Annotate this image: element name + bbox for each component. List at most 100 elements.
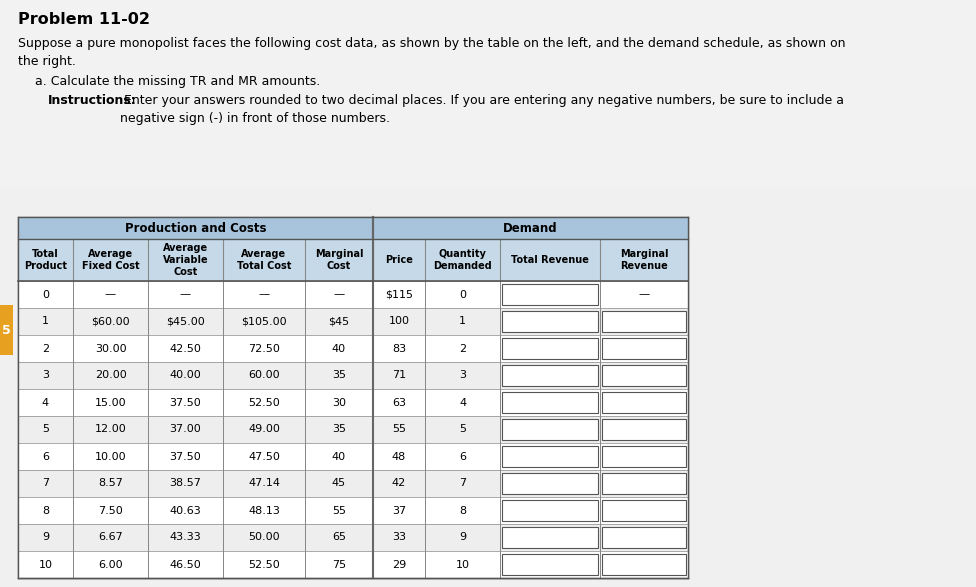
- Bar: [502, 284, 598, 305]
- Text: 4: 4: [42, 397, 49, 407]
- Bar: [502, 365, 598, 386]
- Text: 63: 63: [392, 397, 406, 407]
- Bar: [18, 362, 688, 389]
- Text: 83: 83: [392, 343, 406, 353]
- Text: —: —: [638, 289, 650, 299]
- Bar: [602, 392, 686, 413]
- Text: 71: 71: [392, 370, 406, 380]
- Text: 3: 3: [42, 370, 49, 380]
- Text: 47.14: 47.14: [248, 478, 280, 488]
- Text: $60.00: $60.00: [91, 316, 130, 326]
- Text: $45: $45: [329, 316, 349, 326]
- Text: 1: 1: [42, 316, 49, 326]
- Text: 50.00: 50.00: [248, 532, 280, 542]
- Text: Price: Price: [386, 255, 413, 265]
- Text: 9: 9: [42, 532, 49, 542]
- Bar: [602, 473, 686, 494]
- Text: Production and Costs: Production and Costs: [125, 221, 266, 234]
- Text: Problem 11-02: Problem 11-02: [18, 12, 150, 27]
- Text: 6.67: 6.67: [99, 532, 123, 542]
- Text: 43.33: 43.33: [170, 532, 201, 542]
- Bar: [0, 0, 976, 187]
- Text: 40.63: 40.63: [170, 505, 201, 515]
- Text: 8: 8: [459, 505, 467, 515]
- Bar: [18, 217, 688, 578]
- Bar: [602, 365, 686, 386]
- Text: 47.50: 47.50: [248, 451, 280, 461]
- Text: 12.00: 12.00: [95, 424, 126, 434]
- Text: Enter your answers rounded to two decimal places. If you are entering any negati: Enter your answers rounded to two decima…: [120, 94, 844, 125]
- Text: 40: 40: [332, 343, 346, 353]
- Text: 48.13: 48.13: [248, 505, 280, 515]
- Text: Total Revenue: Total Revenue: [511, 255, 589, 265]
- Text: 46.50: 46.50: [170, 559, 201, 569]
- Bar: [602, 554, 686, 575]
- Text: 7: 7: [42, 478, 49, 488]
- Bar: [18, 443, 688, 470]
- Text: 4: 4: [459, 397, 467, 407]
- Text: Total
Product: Total Product: [24, 249, 67, 271]
- Bar: [18, 416, 688, 443]
- Text: $105.00: $105.00: [241, 316, 287, 326]
- Text: Marginal
Revenue: Marginal Revenue: [620, 249, 669, 271]
- Text: 42.50: 42.50: [170, 343, 201, 353]
- Text: —: —: [180, 289, 191, 299]
- Text: 40: 40: [332, 451, 346, 461]
- Bar: [602, 527, 686, 548]
- Text: 10: 10: [38, 559, 53, 569]
- Text: 3: 3: [459, 370, 466, 380]
- Text: Suppose a pure monopolist faces the following cost data, as shown by the table o: Suppose a pure monopolist faces the foll…: [18, 37, 845, 68]
- Text: 5: 5: [2, 323, 11, 336]
- Text: 40.00: 40.00: [170, 370, 201, 380]
- Bar: [373, 239, 688, 281]
- Text: 5: 5: [42, 424, 49, 434]
- Bar: [18, 497, 688, 524]
- Text: Marginal
Cost: Marginal Cost: [314, 249, 363, 271]
- Text: 100: 100: [388, 316, 410, 326]
- Text: 75: 75: [332, 559, 346, 569]
- Bar: [0, 305, 13, 355]
- Text: Demand: Demand: [504, 221, 558, 234]
- Text: 7.50: 7.50: [99, 505, 123, 515]
- Text: 30: 30: [332, 397, 346, 407]
- Text: 38.57: 38.57: [170, 478, 201, 488]
- Bar: [502, 527, 598, 548]
- Bar: [502, 419, 598, 440]
- Text: 55: 55: [392, 424, 406, 434]
- Text: —: —: [334, 289, 345, 299]
- Bar: [18, 308, 688, 335]
- Bar: [602, 419, 686, 440]
- Text: 30.00: 30.00: [95, 343, 126, 353]
- Bar: [18, 239, 373, 281]
- Text: 48: 48: [392, 451, 406, 461]
- Bar: [502, 473, 598, 494]
- Text: 8.57: 8.57: [98, 478, 123, 488]
- Text: Quantity
Demanded: Quantity Demanded: [433, 249, 492, 271]
- Bar: [18, 524, 688, 551]
- Bar: [502, 392, 598, 413]
- Bar: [18, 470, 688, 497]
- Text: 52.50: 52.50: [248, 559, 280, 569]
- Text: 42: 42: [392, 478, 406, 488]
- Bar: [502, 500, 598, 521]
- Bar: [602, 338, 686, 359]
- Bar: [18, 389, 688, 416]
- Bar: [502, 338, 598, 359]
- Text: 33: 33: [392, 532, 406, 542]
- Text: 45: 45: [332, 478, 346, 488]
- Text: 6.00: 6.00: [99, 559, 123, 569]
- Text: 37: 37: [392, 505, 406, 515]
- Bar: [18, 335, 688, 362]
- Text: 52.50: 52.50: [248, 397, 280, 407]
- Bar: [602, 500, 686, 521]
- Text: 55: 55: [332, 505, 346, 515]
- Text: Average
Fixed Cost: Average Fixed Cost: [82, 249, 140, 271]
- Text: 49.00: 49.00: [248, 424, 280, 434]
- Text: Average
Variable
Cost: Average Variable Cost: [163, 244, 208, 276]
- Text: 6: 6: [459, 451, 466, 461]
- Text: a. Calculate the missing TR and MR amounts.: a. Calculate the missing TR and MR amoun…: [35, 75, 320, 88]
- Text: 8: 8: [42, 505, 49, 515]
- Bar: [18, 551, 688, 578]
- Bar: [502, 311, 598, 332]
- Text: 29: 29: [392, 559, 406, 569]
